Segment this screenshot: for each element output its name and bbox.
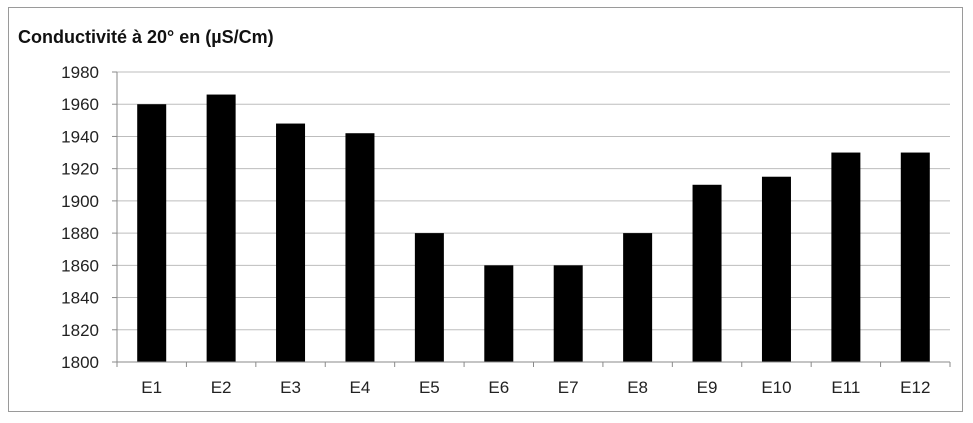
chart-title: Conductivité à 20° en (µS/Cm) xyxy=(18,27,274,47)
bar-e1 xyxy=(137,104,167,362)
x-tick-labels: E1 E2 E3 E4 E5 E6 E7 E8 E9 E10 E11 E12 xyxy=(141,378,930,397)
x-tick-label: E3 xyxy=(280,378,301,397)
x-tick-label: E5 xyxy=(419,378,440,397)
bar-e9 xyxy=(692,184,722,362)
x-tick-label: E4 xyxy=(350,378,371,397)
y-tick-label: 1940 xyxy=(61,127,99,146)
y-tick-label: 1840 xyxy=(61,289,99,308)
y-tick-label: 1920 xyxy=(61,160,99,179)
y-tick-labels: 1800 1820 1840 1860 1880 1900 1920 1940 1960 1980 xyxy=(61,63,99,372)
bar-e2 xyxy=(206,94,236,363)
bar-e5 xyxy=(414,233,444,362)
x-tick-label: E8 xyxy=(627,378,648,397)
x-tick-label: E2 xyxy=(211,378,232,397)
bars xyxy=(137,94,930,363)
y-tick-label: 1800 xyxy=(61,353,99,372)
axes xyxy=(112,71,951,367)
bar-e11 xyxy=(831,152,861,362)
y-tick-label: 1860 xyxy=(61,256,99,275)
bar-e7 xyxy=(553,265,583,362)
x-tick-label: E9 xyxy=(697,378,718,397)
x-tick-label: E6 xyxy=(488,378,509,397)
y-tick-label: 1880 xyxy=(61,224,99,243)
bar-e12 xyxy=(900,152,930,362)
bar-e6 xyxy=(484,265,514,362)
y-tick-label: 1960 xyxy=(61,95,99,114)
y-tick-label: 1900 xyxy=(61,192,99,211)
gridlines xyxy=(117,71,950,331)
bar-e4 xyxy=(345,133,375,362)
bar-e8 xyxy=(623,233,653,362)
x-tick-label: E1 xyxy=(141,378,162,397)
y-tick-label: 1980 xyxy=(61,63,99,82)
y-tick-label: 1820 xyxy=(61,321,99,340)
x-tick-label: E10 xyxy=(761,378,791,397)
x-tick-label: E7 xyxy=(558,378,579,397)
bar-e10 xyxy=(761,176,791,362)
x-tick-label: E12 xyxy=(900,378,930,397)
bar-e3 xyxy=(276,123,306,362)
x-tick-label: E11 xyxy=(831,378,860,397)
